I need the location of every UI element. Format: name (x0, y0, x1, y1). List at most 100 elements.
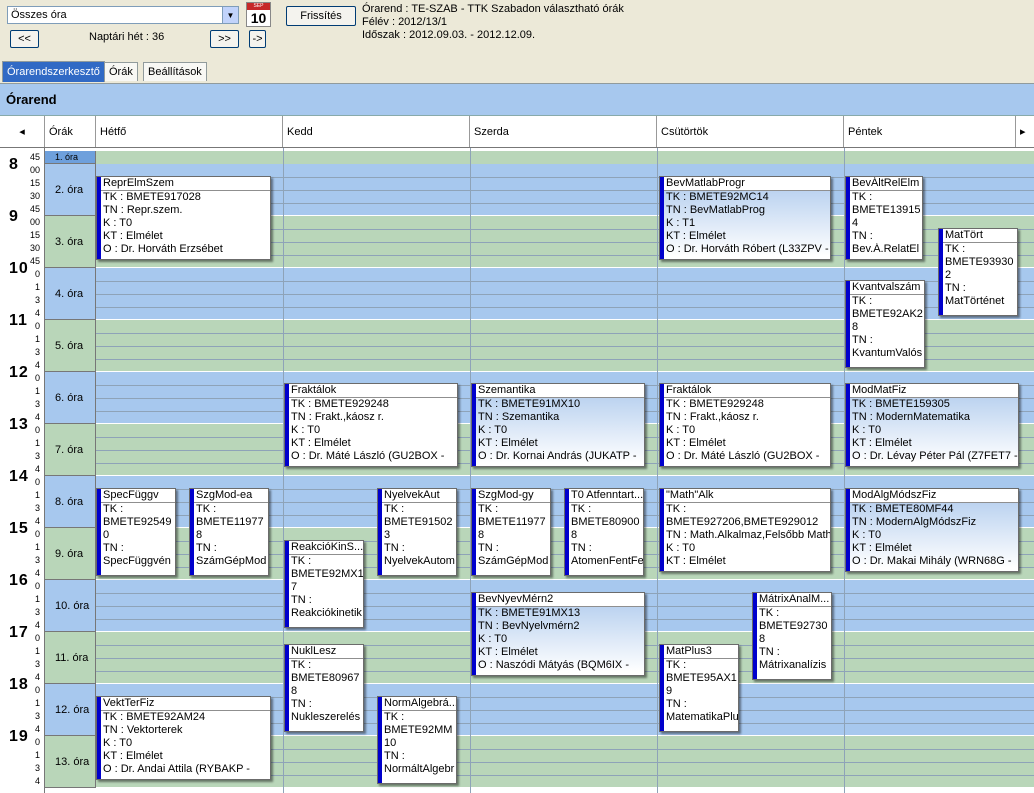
course-details: TK : BMETE92730 8 TN : Mátrixanalízis (753, 607, 831, 672)
ora-label: 13. óra (45, 736, 96, 788)
course-detail-line: TN : Frakt.,káosz r. (666, 411, 759, 423)
course-details: TK : BMETE80967 8 TN : Nukleszerelés (285, 659, 363, 724)
hour-label: 9 (9, 208, 19, 225)
course-detail-line: 0 (103, 529, 110, 541)
course-block[interactable]: MatPlus3 TK : BMETE95AX1 9 TN : MatematikaPlu (659, 644, 739, 732)
course-detail-line: 8 (196, 529, 203, 541)
info-period: Időszak : 2012.09.03. - 2012.12.09. (362, 29, 536, 41)
course-color-strip (846, 489, 850, 571)
course-detail-line: 2 (945, 269, 952, 281)
course-detail-line: KT : Elmélet (666, 555, 726, 567)
course-block[interactable]: Kvantvalszám TK : BMETE92AK2 8 TN : KvantumVa… (845, 280, 925, 368)
course-block[interactable]: Szemantika TK : BMETE91MX10 TN : Szemantik… (471, 383, 645, 467)
course-details: TK : BMETE92MC14 TN : BevMatlabProg K : T1… (660, 191, 830, 256)
filter-combo[interactable]: Összes óra ▼ (7, 6, 239, 24)
chevron-down-icon[interactable]: ▼ (222, 7, 238, 23)
tab-editor[interactable]: Órarendszerkesztő (2, 61, 105, 82)
course-color-strip (753, 593, 757, 679)
course-block[interactable]: ReakcióKinS... TK : BMETE92MX1 7 TN : Reakció… (284, 540, 364, 628)
row-separator (96, 683, 1034, 684)
day-header-wednesday: Szerda (470, 116, 657, 147)
course-detail-line: KT : Elmélet (103, 230, 163, 242)
ora-label: 4. óra (45, 268, 96, 320)
course-block[interactable]: SzgMod-ea TK : BMETE11977 8 TN : SzámGépMod (189, 488, 269, 576)
time-tick: 00 (29, 165, 40, 175)
course-block[interactable]: BevNyevMérn2 TK : BMETE91MX13 TN : BevNyel… (471, 592, 645, 676)
course-detail-line: O : Dr. Makai Mihály (WRN68G - (852, 555, 1012, 567)
ora-label: 11. óra (45, 632, 96, 684)
course-details: TK : BMETE929248 TN : Frakt.,káosz r. K : … (660, 398, 830, 463)
time-tick: 4 (34, 516, 40, 526)
course-detail-line: BMETE927206,BMETE929012 (666, 516, 819, 528)
course-detail-line: TN : (759, 646, 780, 658)
scroll-right-icon[interactable]: ▸ (1020, 126, 1026, 138)
course-block[interactable]: BevÁltRelElm TK : BMETE13915 4 TN : Bev.Á.Rel… (845, 176, 923, 260)
scroll-left-icon[interactable]: ◂ (0, 116, 45, 147)
row-separator (96, 371, 1034, 372)
course-block[interactable]: MátrixAnalM... TK : BMETE92730 8 TN : Mátrixa… (752, 592, 832, 680)
course-detail-line: TN : (196, 542, 217, 554)
grid-line (96, 242, 1034, 243)
tab-classes[interactable]: Órák (104, 62, 138, 81)
calendar-icon[interactable]: SEP 10 (246, 2, 271, 27)
time-tick: 3 (34, 503, 40, 513)
grid-line (96, 294, 1034, 295)
jump-button[interactable]: -> (249, 30, 266, 48)
course-title: Fraktálok (660, 384, 830, 398)
course-block[interactable]: ModAlgMódszFiz TK : BMETE80MF44 TN : Moder… (845, 488, 1019, 572)
time-tick: 1 (34, 490, 40, 500)
course-detail-line: O : Naszódi Mátyás (BQM6IX - (478, 659, 629, 671)
course-detail-line: TK : (478, 503, 499, 515)
course-detail-line: 8 (478, 529, 485, 541)
prev-week-button[interactable]: << (10, 30, 39, 48)
course-block[interactable]: VektTerFiz TK : BMETE92AM24 TN : Vektorter… (96, 696, 271, 780)
course-detail-line: KT : Elmélet (103, 750, 163, 762)
course-block[interactable]: T0 Atfenntart... TK : BMETE80900 8 TN : Atome… (564, 488, 644, 576)
course-title: Szemantika (472, 384, 644, 398)
time-tick: 3 (34, 451, 40, 461)
day-header-thursday: Csütörtök (657, 116, 844, 147)
course-block[interactable]: Fraktálok TK : BMETE929248 TN : Frakt.,káo… (284, 383, 458, 467)
time-tick: 1 (34, 542, 40, 552)
course-detail-line: TN : (291, 594, 312, 606)
time-tick: 3 (34, 295, 40, 305)
course-block[interactable]: SzgMod-gy TK : BMETE11977 8 TN : SzámGépMod (471, 488, 551, 576)
course-detail-line: 4 (852, 217, 859, 229)
course-detail-line: Nukleszerelés (291, 711, 361, 723)
course-detail-line: TK : BMETE917028 (103, 191, 201, 203)
course-color-strip (97, 489, 101, 575)
course-detail-line: TN : (571, 542, 592, 554)
course-detail-line: TN : ModernMatematika (852, 411, 970, 423)
course-block[interactable]: "Math"Alk TK : BMETE927206,BMETE929012 TN :… (659, 488, 831, 572)
course-detail-line: TK : (666, 503, 687, 515)
course-block[interactable]: ModMatFiz TK : BMETE159305 TN : ModernMate… (845, 383, 1019, 467)
course-block[interactable]: SpecFüggv TK : BMETE92549 0 TN : SpecFüggvén (96, 488, 176, 576)
course-title: T0 Atfenntart... (565, 489, 643, 503)
course-block[interactable]: Fraktálok TK : BMETE929248 TN : Frakt.,káo… (659, 383, 831, 467)
time-tick: 1 (34, 386, 40, 396)
grid-line (96, 749, 1034, 750)
time-tick: 15 (29, 178, 40, 188)
course-detail-line: KT : Elmélet (478, 646, 538, 658)
ora-label: 2. óra (45, 164, 96, 216)
refresh-button[interactable]: Frissítés (286, 6, 356, 26)
course-block[interactable]: BevMatlabProgr TK : BMETE92MC14 TN : BevMa… (659, 176, 831, 260)
row-separator (96, 319, 1034, 320)
course-detail-line: K : T0 (103, 217, 133, 229)
course-block[interactable]: NuklLesz TK : BMETE80967 8 TN : Nukleszerelés (284, 644, 364, 732)
course-detail-line: KvantumValós (852, 347, 923, 359)
course-block[interactable]: ReprElmSzem TK : BMETE917028 TN : Repr.sze… (96, 176, 271, 260)
next-week-button[interactable]: >> (210, 30, 239, 48)
course-block[interactable]: NormAlgebrá... TK : BMETE92MM 10 TN : Normált… (377, 696, 457, 784)
course-title: NormAlgebrá... (378, 697, 456, 711)
course-block[interactable]: NyelvekAut TK : BMETE91502 3 TN : NyelvekAuto… (377, 488, 457, 576)
course-color-strip (939, 229, 943, 315)
time-tick: 0 (34, 321, 40, 331)
tab-settings[interactable]: Beállítások (143, 62, 207, 81)
course-detail-line: TK : (196, 503, 217, 515)
grid-line (96, 710, 1034, 711)
grid-line (96, 723, 1034, 724)
time-tick: 3 (34, 659, 40, 669)
course-title: MatTört (939, 229, 1017, 243)
course-block[interactable]: MatTört TK : BMETE93930 2 TN : MatTörténet (938, 228, 1018, 316)
